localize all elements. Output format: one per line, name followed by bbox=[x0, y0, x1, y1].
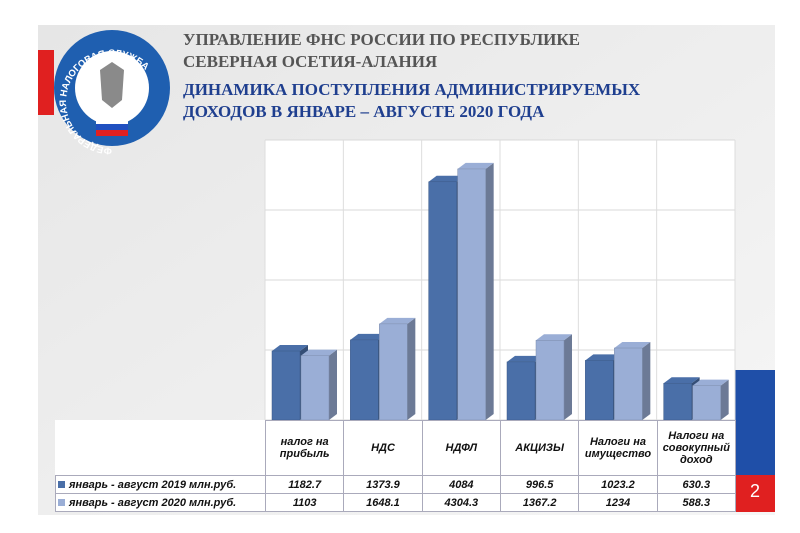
bar-side bbox=[564, 334, 572, 420]
value-cell: 630.3 bbox=[656, 475, 736, 494]
category-label: АКЦИЗЫ bbox=[499, 420, 580, 476]
chart-title: ДИНАМИКА ПОСТУПЛЕНИЯ АДМИНИСТРИРУЕМЫХ bbox=[183, 80, 641, 99]
bar bbox=[300, 355, 330, 421]
category-label: Налоги на имущество bbox=[578, 420, 658, 476]
series-row: январь - август 2020 млн.руб. 1103 1648.1 4… bbox=[55, 493, 736, 512]
bar-top bbox=[379, 317, 416, 324]
bar bbox=[271, 350, 301, 421]
bar-top bbox=[585, 354, 622, 361]
bar-top bbox=[507, 355, 543, 362]
value-cell: 996.5 bbox=[499, 475, 580, 494]
bar-side bbox=[485, 162, 494, 420]
flag bbox=[96, 118, 128, 124]
bar bbox=[457, 168, 486, 421]
category-label: налог на прибыль bbox=[264, 420, 345, 476]
bar bbox=[506, 361, 536, 421]
value-cell: 588.3 bbox=[656, 493, 736, 512]
plot bbox=[264, 139, 736, 421]
bar-top bbox=[350, 333, 387, 340]
legend-entry: январь - август 2019 млн.руб. bbox=[55, 475, 266, 494]
bar bbox=[692, 385, 721, 421]
value-cell: 1648.1 bbox=[343, 493, 423, 512]
value-cell: 1234 bbox=[578, 493, 658, 512]
bar-top bbox=[614, 342, 651, 349]
category-label: Налоги на совокупный доход bbox=[656, 420, 736, 476]
red-strip bbox=[38, 50, 54, 115]
bar-side bbox=[642, 342, 651, 420]
bar-side bbox=[407, 317, 416, 420]
org-line: СЕВЕРНАЯ ОСЕТИЯ-АЛАНИЯ bbox=[183, 52, 437, 71]
legend-swatch bbox=[58, 498, 65, 506]
bar-top bbox=[428, 175, 465, 182]
legend-swatch bbox=[58, 480, 65, 488]
category-label: НДС bbox=[343, 420, 423, 476]
bar-top bbox=[663, 377, 700, 384]
page-box bbox=[735, 475, 775, 512]
value-cell: 1367.2 bbox=[499, 493, 580, 512]
bar-top bbox=[272, 345, 308, 352]
bar bbox=[428, 181, 457, 421]
org-line: УПРАВЛЕНИЕ ФНС РОССИИ ПО РЕСПУБЛИКЕ bbox=[183, 30, 580, 49]
corner bbox=[56, 421, 266, 476]
value-cell: 1182.7 bbox=[264, 475, 345, 494]
data-table: налог на прибыль НДС НДФЛ АКЦИЗЫ Налоги на и… bbox=[55, 420, 736, 512]
value-cell: 1373.9 bbox=[343, 475, 423, 494]
bar bbox=[663, 382, 692, 421]
page-number: 2 bbox=[750, 481, 760, 501]
bar-top bbox=[536, 334, 572, 341]
value-cell: 4084 bbox=[421, 475, 501, 494]
bar-top bbox=[457, 162, 494, 169]
emblem bbox=[100, 62, 124, 108]
category-label: НДФЛ bbox=[421, 420, 501, 476]
bar bbox=[379, 323, 408, 421]
legend-label: январь - август 2020 млн.руб. bbox=[69, 496, 237, 509]
blue-strip bbox=[735, 370, 775, 475]
bar-side bbox=[329, 349, 337, 420]
bar-top bbox=[301, 349, 337, 356]
value-cell: 1023.2 bbox=[578, 475, 658, 494]
bar bbox=[535, 339, 565, 421]
bar bbox=[614, 347, 643, 421]
bar bbox=[350, 339, 379, 421]
bar bbox=[585, 360, 614, 421]
flag bbox=[96, 130, 128, 136]
series-row: январь - август 2019 млн.руб. 1182.7 1373.… bbox=[55, 475, 736, 494]
chart-title: ДОХОДОВ В ЯНВАРЕ – АВГУСТЕ 2020 ГОДА bbox=[183, 102, 545, 121]
value-cell: 1103 bbox=[264, 493, 345, 512]
value-cell: 4304.3 bbox=[421, 493, 501, 512]
bar-top bbox=[692, 379, 729, 386]
bar-side bbox=[720, 379, 729, 420]
legend-label: январь - август 2019 млн.руб. bbox=[69, 478, 237, 491]
flag bbox=[96, 124, 128, 130]
legend-entry: январь - август 2020 млн.руб. bbox=[55, 493, 266, 512]
header-row: налог на прибыль НДС НДФЛ АКЦИЗЫ Налоги на и… bbox=[56, 420, 736, 476]
